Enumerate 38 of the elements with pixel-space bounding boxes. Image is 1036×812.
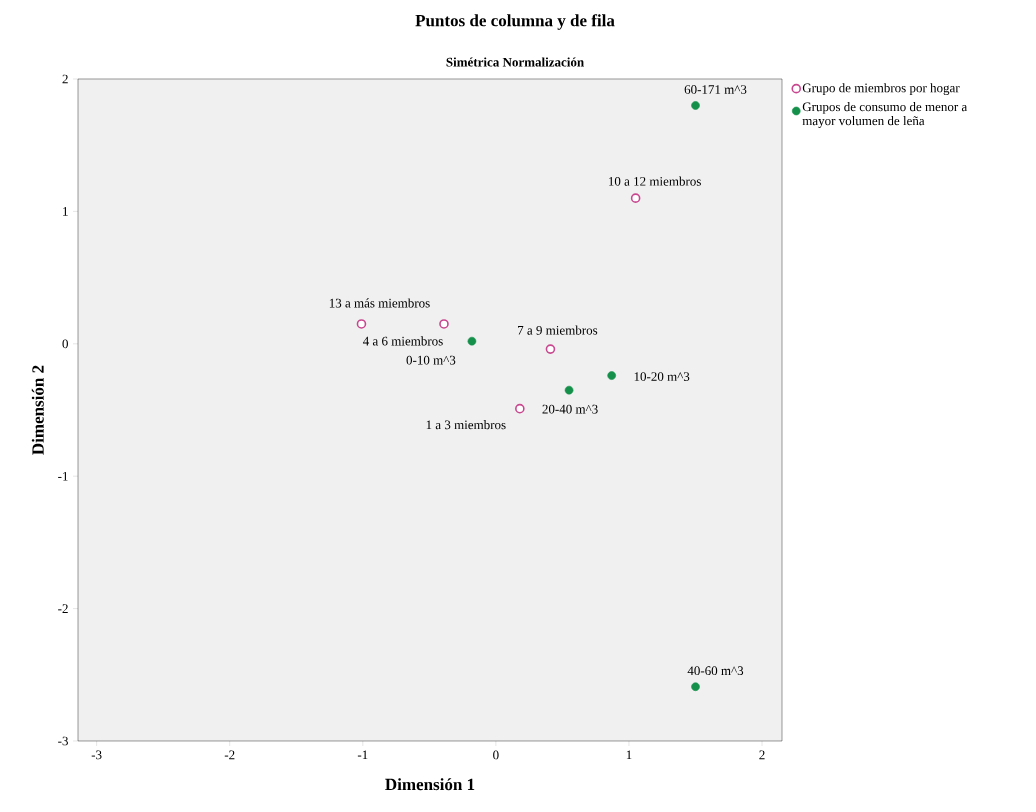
chart-title: Puntos de columna y de fila: [415, 14, 615, 30]
y-tick-label: 0: [62, 339, 68, 349]
point: [356, 319, 367, 329]
annotation: 10 a 12 miembros: [609, 176, 701, 186]
annotation: 0-10 m^3: [406, 355, 456, 365]
y-tick-label: -2: [58, 604, 68, 613]
annotation: 1 a 3 miembros: [426, 420, 506, 430]
x-tick-label: -3: [91, 750, 102, 760]
y-tick-label: 1: [63, 207, 68, 216]
point: [691, 682, 700, 692]
point: [630, 193, 641, 203]
legend-label: Grupo de miembros por hogar: [802, 83, 960, 96]
x-tick-label: 2: [759, 750, 765, 760]
point: [691, 101, 700, 110]
y-tick-label: -3: [58, 736, 68, 746]
x-tick-label: -2: [224, 750, 235, 760]
x-tick-label: -1: [357, 750, 368, 760]
annotation: 60-171 m^3: [684, 85, 747, 94]
y-tick-label: -1: [58, 471, 68, 481]
x-tick-label: 0: [493, 750, 499, 760]
annotation: 7 a 9 miembros: [518, 325, 598, 335]
annotation: 10-20 m^3: [634, 372, 690, 381]
point: [607, 371, 616, 380]
y-tick-label: 2: [62, 74, 68, 84]
point: [467, 336, 477, 346]
chart-subtitle: Simétrica Normalización: [446, 57, 584, 67]
legend-label: Grupos de consumo de menor a mayor volumen de leña: [802, 102, 968, 128]
point: [439, 319, 449, 329]
annotation: 4 a 6 miembros: [362, 336, 443, 346]
annotation: 40-60 m^3: [687, 666, 744, 676]
annotation: 20-40 m^3: [542, 404, 598, 414]
point: [564, 385, 574, 395]
point: [515, 403, 525, 414]
x-tick-label: 1: [626, 750, 632, 760]
x-axis-title: Dimensión 1: [385, 778, 475, 791]
point: [545, 344, 556, 354]
annotation: 13 a más miembros: [329, 298, 430, 308]
y-axis-title: Dimensión 2: [31, 365, 44, 455]
